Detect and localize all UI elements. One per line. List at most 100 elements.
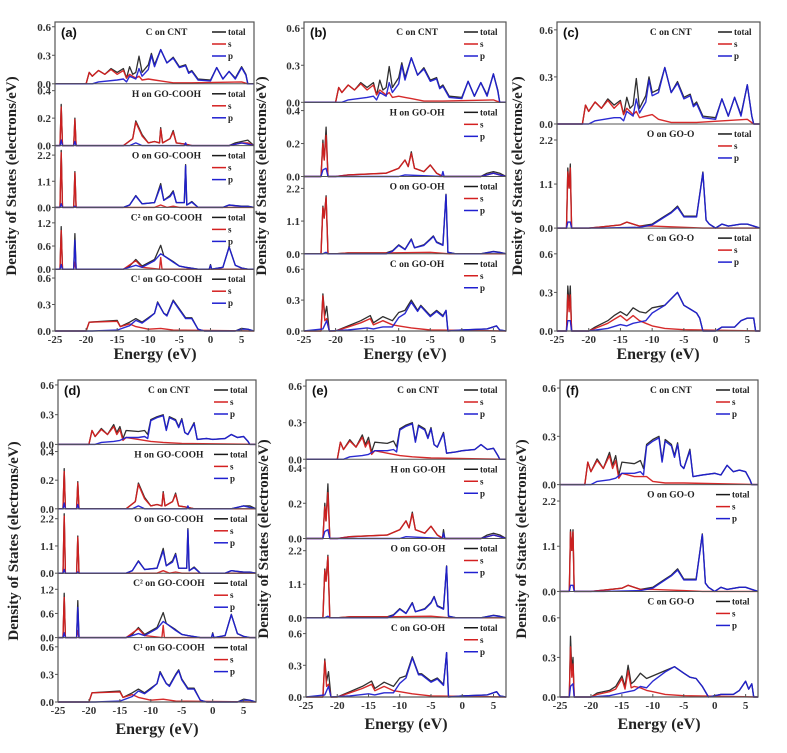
y-tick-label: 0.0: [40, 633, 54, 645]
y-tick-label: 0.0: [40, 697, 54, 709]
series-s-line: [557, 99, 760, 125]
subplot-title: H on GO-COOH: [132, 90, 202, 100]
legend-label-total: total: [230, 578, 248, 588]
subplot: 0.0 1.1 2.2 O on GO-COOH total sp: [40, 508, 257, 580]
series-p-line: [560, 437, 758, 486]
series-p-line: [303, 301, 507, 332]
x-tick-label: 0: [712, 700, 718, 712]
legend-label-p: p: [228, 298, 233, 308]
legend-label-p: p: [732, 514, 737, 524]
y-tick-label: 0.0: [286, 326, 300, 338]
legend-label-p: p: [228, 113, 233, 123]
series-p-line: [306, 423, 506, 460]
subplot-title: C on CNT: [396, 28, 438, 38]
y-tick-label: 0.2: [37, 113, 51, 125]
subplot-title: C on GO-O: [647, 597, 694, 607]
series-total-line: [306, 554, 507, 619]
legend-label-total: total: [228, 89, 246, 99]
legend-label-s: s: [480, 271, 484, 281]
legend-label-total: total: [228, 274, 246, 284]
legend-label-total: total: [480, 385, 498, 395]
series-s-line: [560, 454, 759, 486]
x-tick-label: 0: [459, 334, 465, 346]
legend-label-s: s: [480, 39, 484, 49]
y-tick-label: 0.3: [539, 72, 553, 84]
subplot-title: C¹ on GO-COOH: [133, 644, 205, 654]
series-s-line: [58, 691, 257, 703]
y-tick-label: 0.6: [37, 273, 51, 285]
y-tick-label: 1.2: [37, 218, 51, 230]
legend-label-total: total: [734, 27, 752, 37]
y-tick-label: 1.2: [40, 584, 54, 596]
subplot-title: C on GO-OH: [391, 624, 446, 634]
y-tick-label: 1.1: [542, 541, 556, 553]
subplot: 0.0 0.6 1.2 C² on GO-COOH total sp: [37, 206, 254, 276]
series-p-line: [557, 291, 760, 332]
subplot: 0.0 0.3 0.6 C on GO-O total sp: [542, 590, 759, 704]
y-tick-label: 2.2: [288, 546, 302, 558]
legend-label-s: s: [230, 397, 234, 407]
y-tick-label: 0.0: [288, 692, 302, 704]
subplot-title: C on CNT: [397, 386, 439, 396]
x-tick-label: -25: [297, 334, 312, 346]
panel-tag: (a): [61, 25, 77, 40]
legend-label-total: total: [230, 449, 248, 459]
y-tick-label: 0.0: [40, 568, 54, 580]
y-tick-label: 0.6: [542, 613, 556, 625]
subplot: 0.0 0.3 0.6 C on CNT total sp: [539, 25, 760, 131]
x-tick-label: -5: [426, 700, 436, 712]
subplot: 0.0 0.3 0.6 C on CNT total sp: [37, 22, 254, 91]
legend-label-s: s: [480, 556, 484, 566]
y-tick-label: 0.6: [288, 629, 302, 641]
subplot-title: C² on GO-COOH: [131, 213, 203, 223]
series-total-line: [560, 635, 758, 698]
series-p-line: [55, 48, 254, 85]
series-total-line: [306, 483, 507, 540]
panel-d: Density of States (electrons/eV) Energy (…: [6, 379, 257, 738]
legend-label-s: s: [480, 119, 484, 129]
series-s-line: [306, 556, 506, 619]
x-tick-label: 5: [745, 334, 751, 346]
y-tick-label: 0.0: [542, 586, 556, 598]
legend-label-total: total: [230, 514, 248, 524]
x-tick-label: -20: [330, 700, 345, 712]
y-tick-label: 2.2: [286, 183, 300, 195]
plot-frame: [559, 379, 759, 698]
x-tick-label: -15: [613, 334, 628, 346]
y-tick-label: 0.4: [288, 463, 302, 475]
legend-label-s: s: [734, 245, 738, 255]
subplot-title: C on GO-O: [647, 234, 694, 244]
series-p-line: [58, 415, 256, 446]
legend-label-s: s: [734, 39, 738, 49]
legend-label-p: p: [734, 257, 739, 267]
x-tick-label: -10: [143, 705, 158, 717]
series-s-line: [557, 294, 761, 332]
series-total-line: [557, 163, 761, 229]
subplot-title: O on GO-OH: [391, 545, 447, 555]
y-axis-label: Density of States (electrons/eV): [510, 76, 526, 275]
subplot-title: C on CNT: [146, 28, 188, 38]
y-tick-label: 0.2: [286, 139, 300, 151]
y-tick-label: 2.2: [40, 514, 54, 526]
x-tick-label: 5: [743, 700, 749, 712]
series-p-line: [55, 239, 254, 270]
legend-label-s: s: [228, 224, 232, 234]
y-tick-label: 0.0: [37, 264, 51, 276]
x-tick-label: -5: [175, 334, 185, 346]
series-total-line: [58, 669, 257, 703]
y-tick-label: 0.0: [37, 79, 51, 91]
x-tick-label: -15: [110, 334, 125, 346]
x-tick-label: -10: [392, 700, 407, 712]
x-tick-label: -25: [553, 700, 568, 712]
y-tick-label: 1.1: [286, 216, 300, 228]
series-s-line: [58, 425, 257, 446]
x-axis-label: Energy (eV): [617, 716, 700, 733]
legend-label-s: s: [228, 39, 232, 49]
legend-label-s: s: [228, 163, 232, 173]
series-total-line: [306, 422, 506, 460]
y-tick-label: 0.0: [542, 692, 556, 704]
panel-e: Density of States (electrons/eV) Energy (…: [256, 379, 507, 733]
subplot: 0.0 1.1 2.2 O on GO-OH total sp: [286, 176, 507, 261]
x-tick-label: -10: [141, 334, 156, 346]
plot-frame: [305, 379, 507, 698]
